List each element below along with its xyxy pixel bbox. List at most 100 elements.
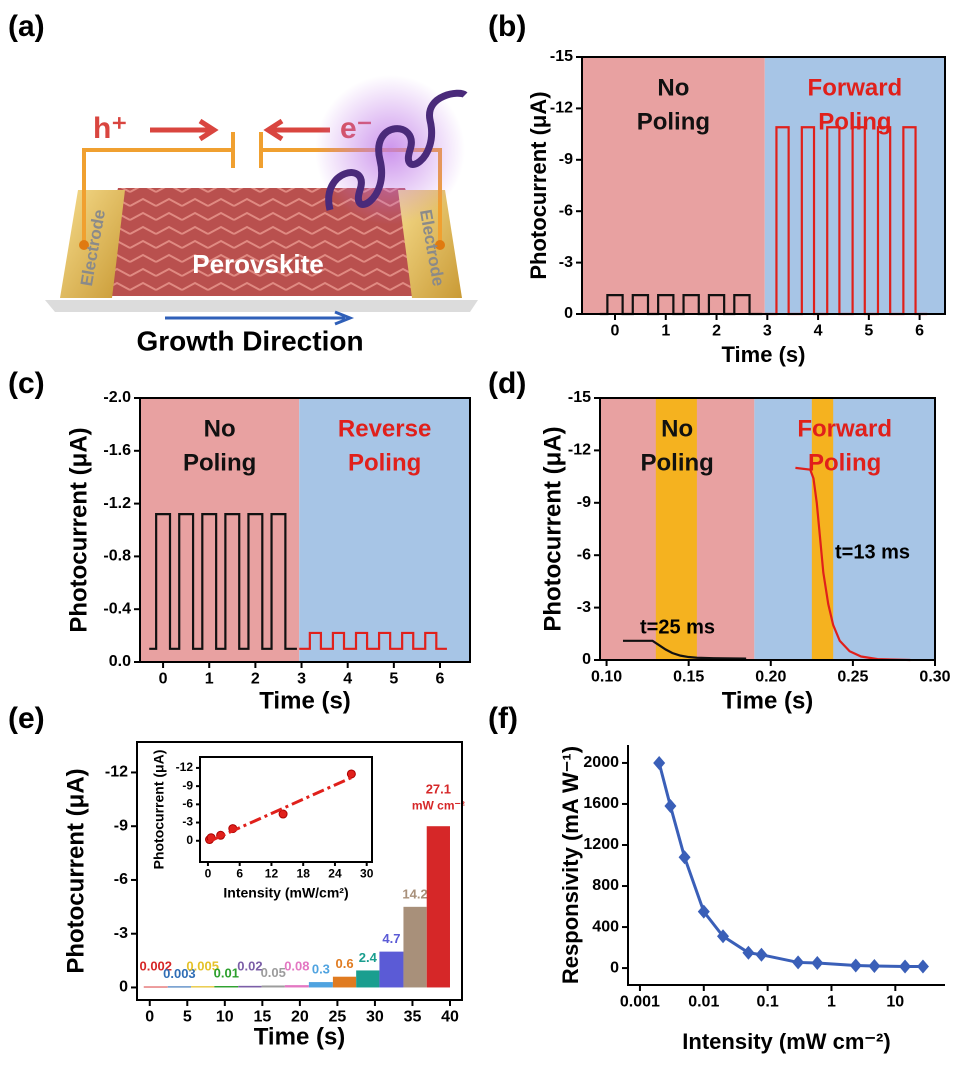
panel-label: (c): [8, 367, 45, 400]
bar-label: 2.4: [359, 950, 378, 965]
y-tick-label: 1200: [583, 836, 619, 853]
point: [679, 850, 691, 864]
y-tick-label: 0: [582, 651, 591, 668]
panel-label: (d): [488, 367, 526, 400]
bar: [403, 907, 426, 988]
bar-label: 0.08: [284, 958, 309, 973]
y-axis-label: Photocurrent (μA): [526, 91, 551, 279]
annotation: t=25 ms: [640, 616, 715, 638]
y-tick-label: -6: [182, 797, 193, 811]
x-tick-label: 0.10: [591, 668, 622, 685]
point: [664, 799, 676, 813]
bar-label: 27.1: [426, 782, 451, 797]
y-tick-label: 0: [119, 979, 128, 996]
x-tick-label: 5: [389, 670, 398, 687]
bar: [356, 970, 379, 987]
bar: [191, 986, 214, 987]
x-tick-label: 2: [712, 322, 721, 339]
y-tick-label: 400: [592, 918, 619, 935]
region-label: Poling: [641, 449, 714, 476]
x-axis-label: Time (s): [722, 342, 806, 367]
x-tick-label: 2: [251, 670, 260, 687]
arrow: [150, 121, 214, 139]
y-tick-label: -12: [568, 442, 591, 459]
x-tick-label: 0: [611, 322, 620, 339]
x-tick-label: 5: [183, 1008, 192, 1025]
point: [653, 756, 665, 770]
bar: [238, 986, 261, 988]
x-tick-label: 5: [864, 322, 873, 339]
point: [868, 959, 880, 973]
y-tick-label: -0.8: [103, 548, 131, 565]
substrate: [45, 300, 478, 312]
growth-arrow: [165, 312, 350, 324]
x-tick-label: 0: [205, 867, 212, 881]
x-tick-label: 12: [265, 867, 279, 881]
region-label: Reverse: [338, 415, 431, 442]
x-tick-label: 0.1: [757, 993, 779, 1010]
x-axis-label: Intensity (mW/cm²): [223, 885, 348, 901]
x-tick-label: 18: [297, 867, 311, 881]
bar-label-unit: mW cm⁻²: [412, 798, 465, 812]
x-tick-label: 24: [328, 867, 342, 881]
series-line: [659, 763, 923, 967]
point: [755, 948, 767, 962]
y-axis-label: Photocurrent (μA): [151, 750, 167, 870]
bar-label: 0.6: [335, 956, 353, 971]
x-tick-label: 0: [145, 1008, 154, 1025]
region-label: No: [661, 415, 693, 442]
annotation: t=13 ms: [835, 541, 910, 563]
x-tick-label: 0.20: [755, 668, 786, 685]
x-tick-label: 0.30: [919, 668, 950, 685]
y-tick-label: -3: [559, 254, 573, 271]
region-label: Poling: [348, 449, 421, 476]
y-tick-label: -9: [577, 494, 591, 511]
y-tick-label: -9: [559, 151, 573, 168]
region-label: Poling: [183, 449, 256, 476]
y-tick-label: -0.4: [103, 600, 131, 617]
x-tick-label: 1: [827, 993, 836, 1010]
region-label: Poling: [818, 108, 891, 135]
y-tick-label: -1.2: [103, 495, 131, 512]
x-tick-label: 1: [661, 322, 670, 339]
y-tick-label: 0: [610, 959, 619, 976]
bar-label: 0.3: [312, 962, 330, 977]
direction-label: Growth Direction: [136, 325, 363, 356]
bar-label: 0.01: [214, 965, 239, 980]
x-tick-label: 40: [441, 1008, 459, 1025]
bar: [214, 986, 238, 987]
y-tick-label: -3: [182, 815, 193, 829]
x-tick-label: 0.001: [620, 993, 660, 1010]
material-label: Perovskite: [192, 249, 324, 279]
y-tick-label: -12: [550, 100, 573, 117]
x-tick-label: 6: [236, 867, 243, 881]
panel-label: (e): [8, 702, 45, 735]
bar-label: 0.05: [261, 965, 286, 980]
x-axis-label: Intensity (mW cm⁻²): [682, 1029, 890, 1054]
region-label: Forward: [797, 415, 892, 442]
x-axis-label: Time (s): [254, 1023, 346, 1050]
point: [917, 960, 929, 974]
x-tick-label: 4: [814, 322, 823, 339]
y-tick-label: 0: [564, 305, 573, 322]
y-axis-label: Responsivity (mA W⁻¹): [558, 746, 583, 984]
y-tick-label: -6: [559, 202, 573, 219]
y-tick-label: -15: [550, 48, 573, 65]
bar: [309, 982, 333, 987]
y-axis-label: Photocurrent (μA): [62, 768, 89, 973]
y-tick-label: -15: [568, 389, 591, 406]
panel: (d)NoPolingForwardPolingt=25 mst=13 ms0.…: [488, 367, 951, 714]
point: [279, 810, 287, 818]
x-tick-label: 30: [360, 867, 374, 881]
region-label: No: [204, 415, 236, 442]
bar: [285, 985, 309, 987]
y-tick-label: -12: [176, 760, 194, 774]
x-tick-label: 10: [216, 1008, 234, 1025]
y-tick-label: -2.0: [103, 389, 131, 406]
inset-background: [200, 757, 372, 862]
y-tick-label: 1600: [583, 795, 619, 812]
